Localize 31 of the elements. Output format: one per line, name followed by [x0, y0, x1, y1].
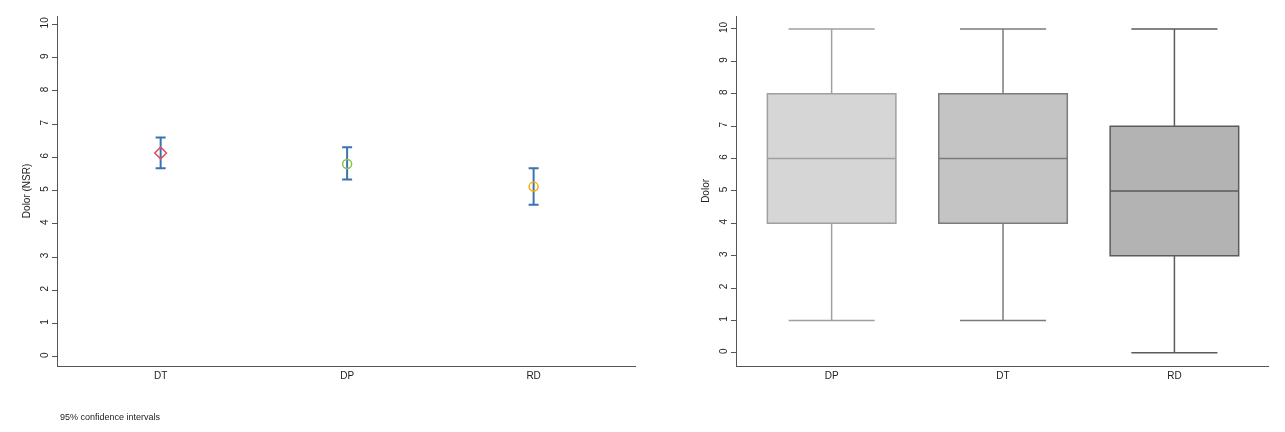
text: 95% confidence intervals — [60, 412, 161, 422]
y-tick-label: 0 — [718, 348, 730, 355]
x-tick-label: RD — [1167, 369, 1182, 381]
x-tick-label: DT — [153, 369, 168, 381]
y-tick-label: 1 — [718, 315, 730, 322]
y-tick-label: 8 — [39, 86, 51, 93]
x-tick-label: RD — [526, 369, 541, 381]
y-axis-title: Dolor — [700, 178, 712, 203]
y-tick-label: 3 — [39, 252, 51, 259]
y-tick-label: 4 — [718, 218, 730, 225]
y-tick-label: 7 — [718, 121, 730, 128]
y-tick-label: 9 — [718, 56, 730, 63]
y-tick-label: 6 — [718, 153, 730, 160]
y-tick-label: 5 — [39, 185, 51, 192]
y-axis-title: Dolor (NSR) — [21, 163, 33, 219]
y-tick-label: 2 — [718, 283, 730, 290]
y-tick-label: 5 — [718, 186, 730, 193]
y-tick-label: 9 — [39, 52, 51, 59]
y-tick-label: 10 — [718, 21, 730, 34]
y-tick-label: 1 — [39, 318, 51, 325]
y-tick-label: 4 — [39, 219, 51, 226]
y-tick-label: 6 — [39, 152, 51, 159]
y-tick-label: 2 — [39, 285, 51, 292]
y-tick-label: 10 — [39, 16, 51, 29]
x-tick-label: DP — [824, 369, 839, 381]
y-tick-label: 0 — [39, 352, 51, 359]
x-tick-label: DT — [996, 369, 1010, 381]
x-tick-label: DP — [340, 369, 355, 381]
y-tick-label: 8 — [718, 89, 730, 96]
y-tick-label: 3 — [718, 250, 730, 257]
y-tick-label: 7 — [39, 119, 51, 126]
